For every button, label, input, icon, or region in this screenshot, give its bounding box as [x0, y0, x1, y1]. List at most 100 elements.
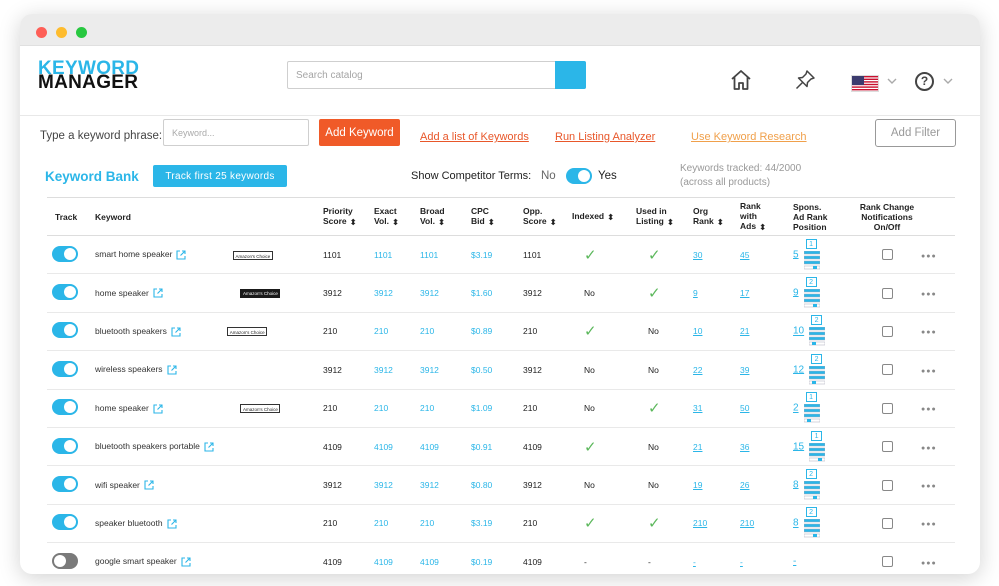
maximize-window-button[interactable]	[76, 27, 87, 38]
more-options-icon[interactable]: ●●●	[921, 329, 937, 337]
spons-rank-link[interactable]: 2	[793, 402, 799, 414]
more-options-icon[interactable]: ●●●	[921, 367, 937, 375]
notification-checkbox[interactable]	[881, 402, 893, 414]
rank-with-ads[interactable]: 36	[740, 427, 793, 465]
rank-with-ads-link[interactable]: 210	[740, 518, 755, 529]
track-toggle[interactable]	[52, 322, 78, 339]
app-logo[interactable]: KEYWORD MANAGER	[38, 59, 139, 92]
external-link-icon[interactable]	[171, 327, 181, 337]
org-rank-link[interactable]: 10	[693, 326, 703, 337]
keyword-text[interactable]: home speaker	[95, 402, 149, 413]
header-rank-with-ads[interactable]: Rank with Ads ⬍	[740, 201, 767, 232]
org-rank[interactable]: 31	[693, 389, 740, 427]
spons-rank-link[interactable]: -	[793, 556, 797, 568]
sort-icon[interactable]: ⬍	[759, 221, 767, 232]
rank-with-ads-link[interactable]: 45	[740, 249, 750, 260]
us-flag-icon[interactable]	[851, 75, 879, 92]
competitor-terms-toggle[interactable]	[566, 168, 592, 184]
pin-icon[interactable]	[794, 69, 816, 91]
org-rank[interactable]: -	[693, 543, 740, 574]
more-options-icon[interactable]: ●●●	[921, 521, 937, 529]
org-rank-link[interactable]: 9	[693, 288, 698, 299]
more-options-icon[interactable]: ●●●	[921, 444, 937, 452]
rank-with-ads[interactable]: 39	[740, 351, 793, 389]
org-rank[interactable]: 10	[693, 312, 740, 350]
spons-rank-link[interactable]: 5	[793, 248, 799, 260]
rank-with-ads-link[interactable]: 21	[740, 326, 750, 337]
notification-checkbox[interactable]	[881, 479, 893, 491]
keyword-text[interactable]: google smart speaker	[95, 556, 177, 567]
spons-rank-link[interactable]: 15	[793, 440, 805, 452]
header-org-rank[interactable]: Org Rank ⬍	[693, 206, 724, 227]
track-first-button[interactable]: Track first 25 keywords	[153, 165, 287, 187]
header-priority-score[interactable]: Priority Score ⬍	[323, 206, 357, 227]
more-options-icon[interactable]: ●●●	[921, 291, 937, 299]
rank-with-ads-link[interactable]: 17	[740, 288, 750, 299]
add-list-link[interactable]: Add a list of Keywords	[420, 131, 529, 143]
rank-with-ads[interactable]: 45	[740, 236, 793, 274]
org-rank[interactable]: 19	[693, 466, 740, 504]
keyword-text[interactable]: home speaker	[95, 287, 149, 298]
track-toggle[interactable]	[52, 552, 78, 569]
org-rank-link[interactable]: -	[693, 556, 696, 567]
spons-ad-rank[interactable]: 15 1	[793, 427, 853, 465]
spons-ad-rank[interactable]: -	[793, 543, 853, 574]
sort-icon[interactable]: ⬍	[349, 216, 357, 227]
spons-rank-link[interactable]: 8	[793, 479, 799, 491]
header-spons-ad-rank[interactable]: Spons. Ad Rank Position	[793, 201, 828, 232]
track-toggle[interactable]	[52, 514, 78, 531]
listing-analyzer-link[interactable]: Run Listing Analyzer	[555, 131, 656, 143]
header-opp-score[interactable]: Opp. Score ⬍	[523, 206, 557, 227]
rank-with-ads[interactable]: 210	[740, 504, 793, 542]
notification-checkbox[interactable]	[881, 441, 893, 453]
sort-icon[interactable]: ⬍	[607, 211, 615, 222]
header-exact-vol[interactable]: Exact Vol. ⬍	[374, 206, 400, 227]
close-window-button[interactable]	[36, 27, 47, 38]
org-rank[interactable]: 22	[693, 351, 740, 389]
track-toggle[interactable]	[52, 245, 78, 262]
spons-ad-rank[interactable]: 12 2	[793, 351, 853, 389]
spons-ad-rank[interactable]: 10 2	[793, 312, 853, 350]
sort-icon[interactable]: ⬍	[487, 216, 495, 227]
track-toggle[interactable]	[52, 476, 78, 493]
notification-checkbox[interactable]	[881, 326, 893, 338]
minimize-window-button[interactable]	[56, 27, 67, 38]
add-filter-button[interactable]: Add Filter	[875, 119, 956, 147]
keyword-text[interactable]: wifi speaker	[95, 479, 140, 490]
org-rank[interactable]: 210	[693, 504, 740, 542]
header-cpc-bid[interactable]: CPC Bid ⬍	[471, 206, 495, 227]
header-indexed[interactable]: Indexed ⬍	[572, 211, 615, 222]
rank-with-ads-link[interactable]: 26	[740, 480, 750, 491]
rank-with-ads[interactable]: 21	[740, 312, 793, 350]
org-rank-link[interactable]: 22	[693, 364, 703, 375]
header-broad-vol[interactable]: Broad Vol. ⬍	[420, 206, 446, 227]
rank-with-ads-link[interactable]: 50	[740, 403, 750, 414]
external-link-icon[interactable]	[176, 250, 187, 260]
more-options-icon[interactable]: ●●●	[921, 252, 937, 260]
help-chevron-down-icon[interactable]	[942, 76, 954, 86]
org-rank[interactable]: 21	[693, 427, 740, 465]
notification-checkbox[interactable]	[881, 249, 893, 261]
spons-rank-link[interactable]: 8	[793, 517, 799, 529]
rank-with-ads[interactable]: 17	[740, 274, 793, 312]
notification-checkbox[interactable]	[881, 556, 893, 568]
help-icon[interactable]: ?	[915, 72, 934, 91]
notification-checkbox[interactable]	[881, 287, 893, 299]
rank-with-ads[interactable]: 26	[740, 466, 793, 504]
keyword-text[interactable]: bluetooth speakers	[95, 326, 167, 337]
track-toggle[interactable]	[52, 437, 78, 454]
keyword-input[interactable]	[163, 119, 309, 146]
rank-with-ads-link[interactable]: 39	[740, 364, 750, 375]
more-options-icon[interactable]: ●●●	[921, 559, 937, 567]
org-rank-link[interactable]: 19	[693, 480, 703, 491]
external-link-icon[interactable]	[153, 404, 163, 414]
keyword-text[interactable]: speaker bluetooth	[95, 518, 163, 529]
org-rank-link[interactable]: 30	[693, 249, 703, 260]
spons-rank-link[interactable]: 10	[793, 325, 805, 337]
keyword-research-link[interactable]: Use Keyword Research	[691, 131, 807, 143]
org-rank[interactable]: 9	[693, 274, 740, 312]
notification-checkbox[interactable]	[881, 364, 893, 376]
